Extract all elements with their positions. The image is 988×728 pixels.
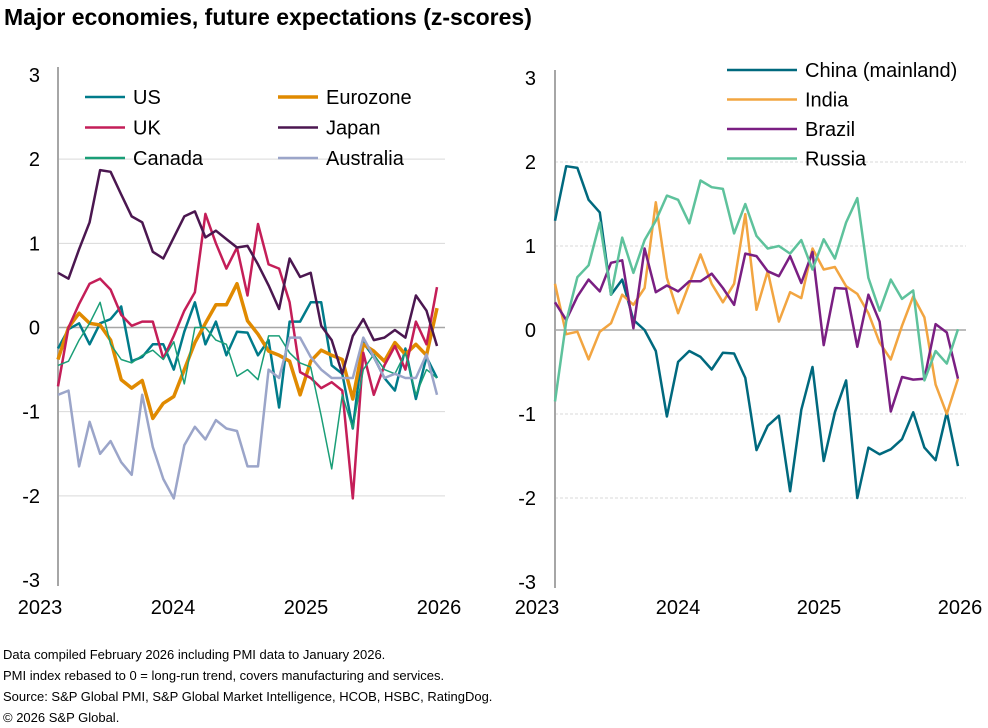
y-tick-label: 3 [29,65,40,87]
y-tick-label: 3 [525,68,536,90]
y-tick-label: 0 [29,318,40,340]
y-tick-label: -2 [22,486,40,508]
x-tick-label: 2026 [938,597,983,619]
footer-source: Source: S&P Global PMI, S&P Global Marke… [3,689,493,704]
footer-copyright: © 2026 S&P Global. [3,710,120,725]
x-tick-label: 2026 [417,597,462,619]
y-tick-label: 2 [29,149,40,171]
y-tick-label: -2 [518,488,536,510]
y-tick-label: 1 [29,233,40,255]
x-tick-label: 2023 [515,597,560,619]
x-tick-label: 2024 [656,597,701,619]
legend-label: Canada [133,148,204,170]
series-line-china-mainland [553,164,960,500]
legend-label: Russia [805,149,867,171]
series-line-uk [56,212,439,500]
series-line-india [553,201,960,416]
legend-label: India [805,90,849,112]
x-tick-label: 2024 [151,597,196,619]
legend-label: China (mainland) [805,60,957,82]
footer-note-compiled: Data compiled February 2026 including PM… [3,647,386,662]
left-panel: 3 2 1 0 -1 -2 -3 2023 2024 2025 2026 US Eurozone UK Ja… [18,65,462,619]
y-tick-label: 0 [525,320,536,342]
series-line-russia [553,179,960,402]
legend-label: Eurozone [326,87,412,109]
legend-label: Brazil [805,119,855,141]
y-tick-label: -3 [22,570,40,592]
legend-label: Japan [326,118,381,140]
x-tick-label: 2025 [797,597,842,619]
legend-label: UK [133,118,161,140]
series-line-brazil [553,247,960,413]
x-tick-label: 2025 [284,597,329,619]
series-line-japan [57,168,439,376]
series-line-eurozone [56,281,439,421]
chart-title: Major economies, future expectations (z-… [4,4,532,30]
y-tick-label: 2 [525,152,536,174]
y-tick-label: -1 [22,402,40,424]
legend-label: US [133,87,161,109]
right-panel: 3 2 1 0 -1 -2 -3 2023 2024 2025 2026 China (mainlan… [515,60,983,619]
charts-area: 3 2 1 0 -1 -2 -3 2023 2024 2025 2026 US Eurozone UK Ja… [18,60,983,619]
x-tick-label: 2023 [18,597,63,619]
legend-label: Australia [326,148,405,170]
y-tick-label: -3 [518,572,536,594]
series-line-australia [57,336,439,500]
y-tick-label: 1 [525,236,536,258]
footer-note-method: PMI index rebased to 0 = long-run trend,… [3,668,445,683]
y-tick-label: -1 [518,404,536,426]
